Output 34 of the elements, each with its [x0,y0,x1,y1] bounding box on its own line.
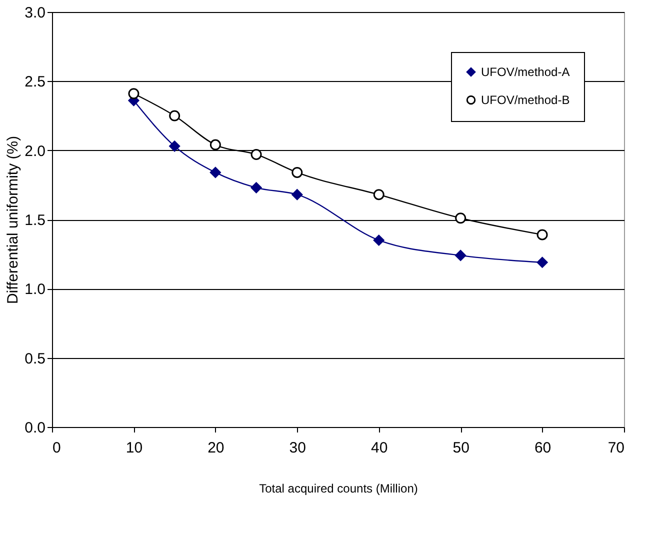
point [292,166,303,178]
point [169,110,180,122]
y-tick-label: 0.5 [24,350,46,368]
x-tick-label: 20 [208,440,224,456]
point [250,182,262,194]
point [536,256,548,268]
x-tick-label: 0 [52,440,61,456]
x-axis-title: Total acquired counts (Million) [259,482,418,496]
x-tick-label: 30 [289,440,306,456]
y-tick-label: 2.5 [24,74,46,91]
point [373,234,384,246]
point [455,212,466,224]
x-tick-label: 10 [126,440,143,456]
y-tick-label: 0.0 [24,420,46,436]
point [169,140,180,152]
y-tick-label: 2.0 [24,142,46,160]
y-tick-label: 3.0 [24,4,46,22]
x-tick-label: 40 [371,440,388,456]
y-tick-label: 1.0 [24,281,46,298]
point [455,250,466,261]
legend-label: UFOV/method-B [481,93,570,107]
x-tick-label: 60 [534,440,552,456]
y-axis-title: Differential uniformity (%) [4,136,22,304]
point [210,166,221,178]
point [210,139,221,150]
x-tick-label: 70 [608,440,624,456]
point [373,189,384,200]
legend-label: UFOV/method-A [481,65,570,79]
y-tick-label: 1.5 [24,212,46,229]
point [536,229,548,240]
x-tick-label: 50 [452,440,470,456]
point [250,149,262,160]
point [128,88,140,100]
point [292,189,303,200]
